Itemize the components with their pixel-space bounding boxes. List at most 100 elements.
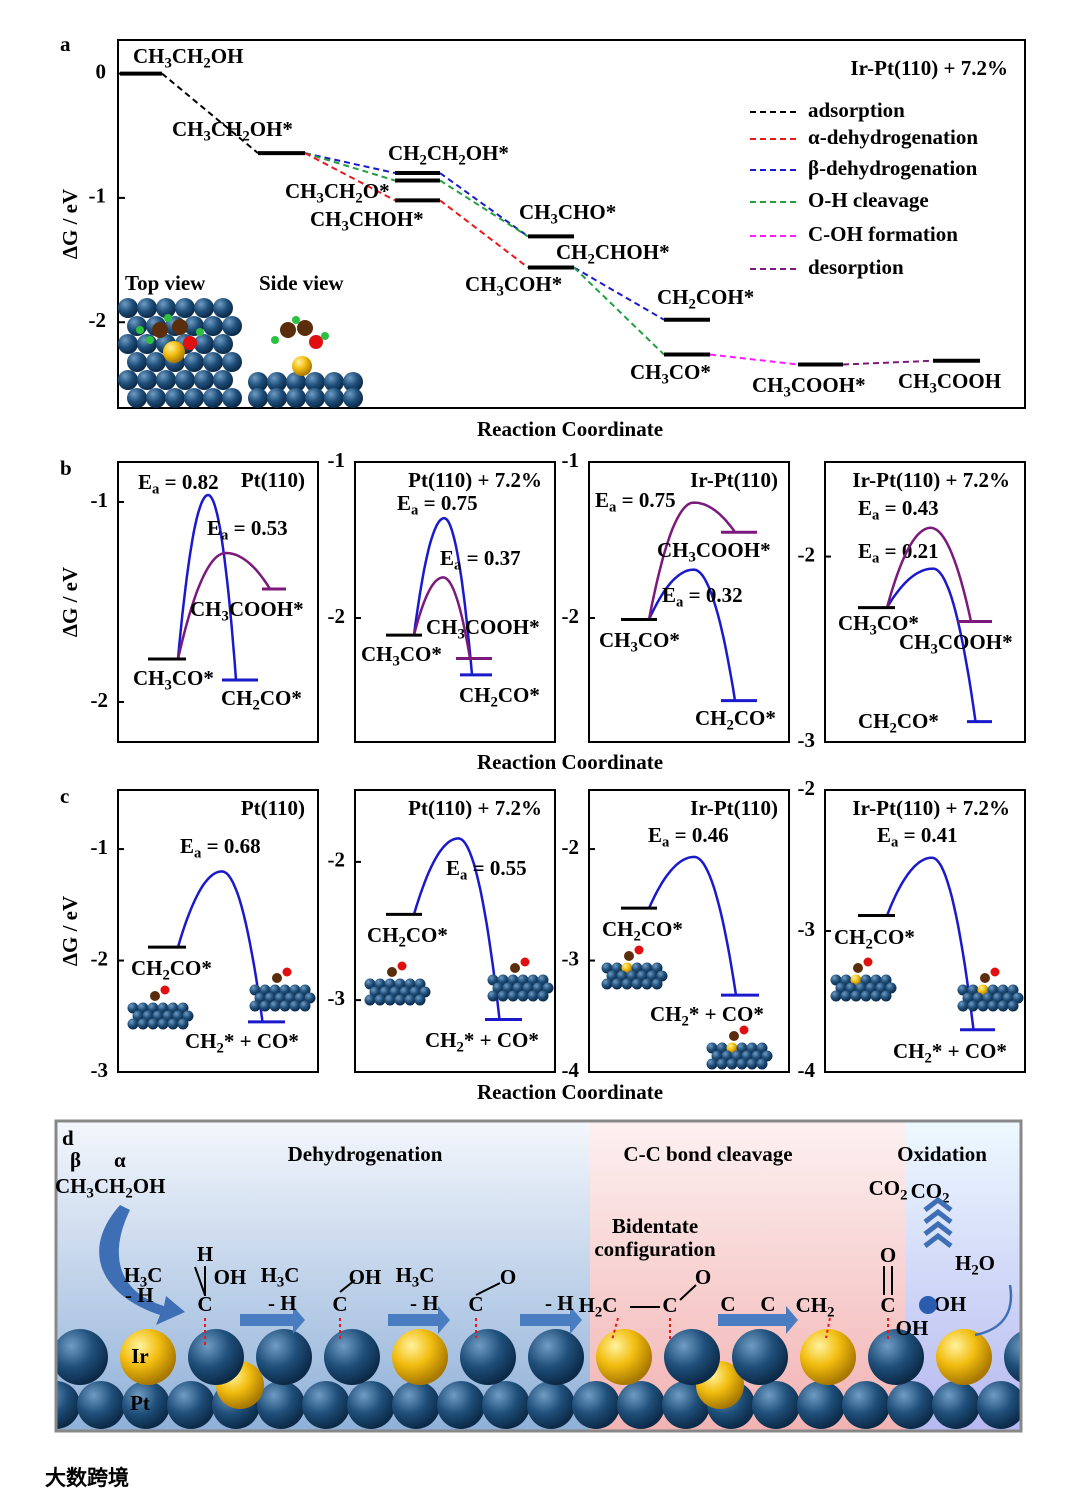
pt-atom [165, 388, 185, 408]
pt-atom [259, 984, 271, 996]
state-label: CH3COOH* [657, 538, 771, 566]
pt-atom [726, 1058, 738, 1070]
state-label: CH2CO* [834, 925, 915, 953]
ir-atom [936, 1329, 992, 1385]
step-arrow [240, 1306, 305, 1334]
pt-atom [706, 1058, 718, 1070]
step-label: - H [410, 1291, 439, 1315]
pt-atom [967, 1000, 979, 1012]
pt-atom [840, 974, 852, 986]
pt-atom [324, 1329, 380, 1385]
pt-atom [1004, 1331, 1021, 1383]
pt-atom [651, 978, 663, 990]
state-label: CH2* + CO* [425, 1028, 539, 1056]
pt-atom [527, 1381, 575, 1429]
fragment-label: H2O [955, 1251, 995, 1279]
pt-atom [716, 1042, 728, 1054]
pt-atom [222, 316, 242, 336]
y-tick-label: -2 [562, 604, 580, 628]
pt-atom [249, 1000, 261, 1012]
fragment-label: CO2 [911, 1179, 950, 1207]
fragment-label: O [880, 1243, 896, 1267]
pt-atom [626, 970, 638, 982]
y-tick-label: -3 [798, 917, 816, 941]
pt-atom [384, 978, 396, 990]
state-label: CH3CO* [133, 666, 214, 694]
ir-atom [120, 1329, 176, 1385]
step-arrow [388, 1306, 450, 1334]
section-title: Dehydrogenation [288, 1142, 443, 1166]
molecule-atom [387, 967, 397, 977]
section-title: Oxidation [897, 1142, 987, 1166]
state-label: CH3CO* [838, 611, 919, 639]
plus-sign [919, 1296, 937, 1314]
molecule-atom [271, 336, 279, 344]
y-tick-label: -1 [91, 488, 109, 512]
pt-atom [830, 974, 842, 986]
atom-label: Pt [130, 1391, 150, 1415]
pt-atom [274, 992, 286, 1004]
pt-atom [294, 992, 306, 1004]
pt-atom [1002, 992, 1014, 1004]
pt-atom [167, 1002, 179, 1014]
plot-title: Pt(110) [241, 796, 305, 820]
pt-atom [267, 388, 287, 408]
pt-atom [736, 1042, 748, 1054]
pt-atom [1007, 984, 1019, 996]
pt-atom [299, 1000, 311, 1012]
x-axis-label: Reaction Coordinate [477, 750, 663, 774]
pt-atom [157, 1018, 169, 1030]
y-tick-label: -3 [328, 986, 346, 1010]
pt-atom [399, 986, 411, 998]
pt-atom [302, 1381, 350, 1429]
pt-atom [962, 992, 974, 1004]
fragment-label: H2C [579, 1293, 618, 1321]
reaction-step [439, 199, 529, 269]
plot-title: Pt(110) + 7.2% [408, 796, 542, 820]
pt-atom [542, 982, 554, 994]
curved-arrow [99, 1205, 185, 1325]
pt-atom [299, 984, 311, 996]
ir-atom [163, 341, 185, 363]
pt-atom [289, 984, 301, 996]
molecule-atom [183, 336, 197, 350]
panel-label: b [60, 456, 72, 480]
plot-frame [117, 789, 319, 1073]
y-tick-label: -1 [328, 448, 346, 472]
y-tick-label: -4 [798, 1058, 816, 1082]
x-axis-label: Reaction Coordinate [477, 417, 663, 441]
ir-atom [621, 962, 633, 974]
y-tick-label: -3 [798, 728, 816, 752]
pt-atom [507, 974, 519, 986]
pt-atom [860, 974, 872, 986]
pt-atom [175, 298, 195, 318]
molecule-atom [146, 336, 154, 344]
pt-atom [267, 372, 287, 392]
pt-atom [147, 1002, 159, 1014]
pt-atom [259, 1000, 271, 1012]
pt-atom [127, 388, 147, 408]
state-label: CH2CO* [459, 683, 540, 711]
pt-atom [870, 974, 882, 986]
plot-frame [117, 461, 319, 743]
molecule-atom [980, 973, 990, 983]
pt-atom [213, 298, 233, 318]
state-label: CH3CO* [599, 628, 680, 656]
pt-atom [732, 1329, 788, 1385]
pt-atom [875, 982, 887, 994]
pt-atom [256, 1329, 312, 1385]
pt-atom [177, 1018, 189, 1030]
pt-atom [487, 974, 499, 986]
pt-atom [756, 1058, 768, 1070]
reaction-step [842, 359, 934, 366]
pt-atom [394, 994, 406, 1006]
pt-atom [167, 1381, 215, 1429]
pt-atom [56, 1329, 108, 1385]
pt-atom [736, 1058, 748, 1070]
molecule-atom [624, 951, 634, 961]
pt-atom [641, 978, 653, 990]
pt-atom [182, 1010, 194, 1022]
pt-atom [142, 1010, 154, 1022]
pt-atom [369, 986, 381, 998]
